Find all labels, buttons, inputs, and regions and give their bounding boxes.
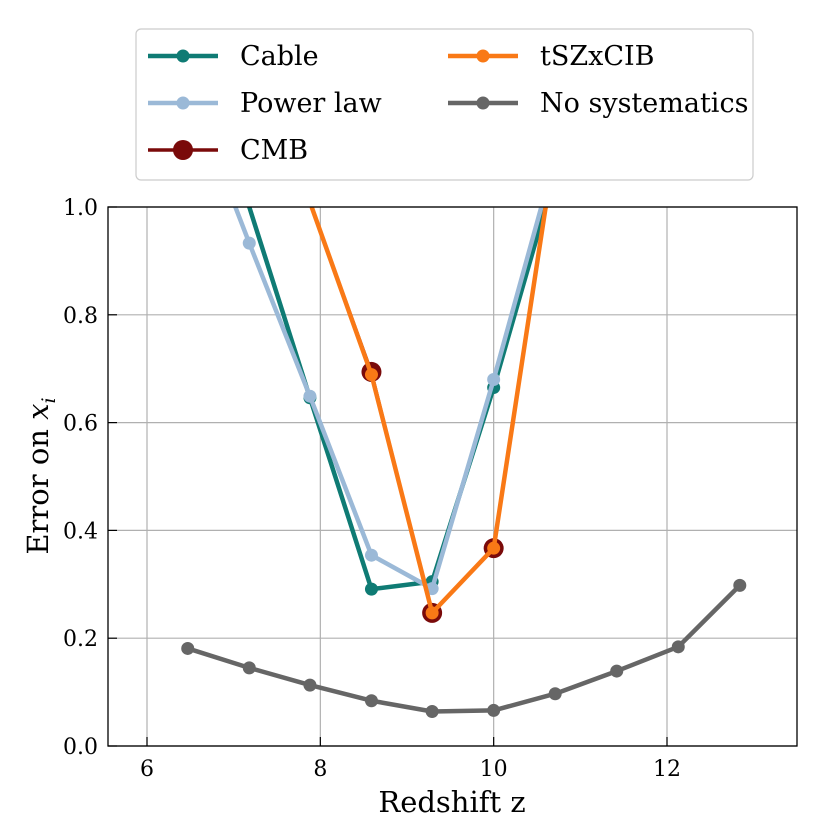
plot-frame: [107, 206, 798, 747]
legend-item-tszxcib: tSZxCIB: [448, 41, 655, 72]
y-tick-label: 0.8: [63, 304, 98, 329]
y-tick-label: 0.2: [63, 627, 98, 652]
legend-item-no-systematics: No systematics: [448, 88, 748, 119]
grid: [108, 206, 797, 747]
y-axis-label-sub: i: [38, 397, 60, 403]
x-axis-label: Redshift z: [378, 785, 525, 819]
x-tick-label: 8: [313, 757, 327, 782]
data-point-no-systematics: [733, 578, 747, 592]
legend-item-cable: Cable: [148, 41, 319, 72]
y-tick-label: 0.4: [63, 519, 98, 544]
data-point-tszxcib: [487, 541, 501, 555]
legend-label-power-law: Power law: [240, 88, 382, 119]
data-point-no-systematics: [181, 641, 195, 655]
y-axis-label-prefix: Error on: [21, 420, 55, 555]
x-tick-label: 12: [653, 757, 681, 782]
legend-label-no-systematics: No systematics: [540, 88, 748, 119]
x-tick-label: 10: [480, 757, 508, 782]
data-point-power-law: [242, 236, 256, 250]
series-cmb: [310, 207, 548, 623]
series-tszxcib: [309, 207, 548, 620]
data-point-no-systematics: [610, 664, 624, 678]
legend-frame: [135, 28, 754, 181]
data-point-no-systematics: [487, 703, 501, 717]
data-point-no-systematics: [303, 678, 317, 692]
legend-marker-cmb: [173, 140, 193, 160]
y-axis-label-var: x: [21, 403, 55, 419]
data-point-no-systematics: [242, 661, 256, 675]
series-line-no-systematics: [187, 583, 742, 714]
data-point-power-law: [303, 389, 317, 403]
data-point-power-law: [487, 372, 501, 386]
legend-item-power-law: Power law: [148, 88, 382, 119]
legend-marker-cable: [176, 49, 190, 63]
series-line-cmb: [310, 207, 548, 615]
data-point-power-law: [364, 548, 378, 562]
legend-marker-power-law: [176, 96, 190, 110]
legend: Cable Power law CMB tSZxCIB No systematics: [148, 41, 748, 166]
y-tick-label: 1.0: [63, 196, 98, 221]
data-point-cable: [364, 582, 378, 596]
x-tick-label: 6: [140, 757, 154, 782]
series-power-law: [232, 207, 544, 596]
ticks: 6 8 10 12 0.0 0.2 0.4 0.6 0.8 1.0: [63, 196, 681, 782]
legend-label-cmb: CMB: [240, 135, 308, 166]
data-point-no-systematics: [671, 640, 685, 654]
data-point-tszxcib: [364, 368, 378, 382]
y-tick-label: 0.0: [63, 735, 98, 760]
data-point-no-systematics: [425, 705, 439, 719]
series-layer: [181, 207, 747, 719]
legend-label-tszxcib: tSZxCIB: [540, 41, 655, 72]
data-point-no-systematics: [548, 687, 562, 701]
data-point-no-systematics: [364, 694, 378, 708]
series-line-tszxcib: [309, 207, 548, 616]
legend-item-cmb: CMB: [148, 135, 308, 166]
y-axis-label: Error on xi: [21, 397, 60, 554]
legend-label-cable: Cable: [240, 41, 319, 72]
legend-marker-tszxcib: [476, 49, 490, 63]
y-tick-label: 0.6: [63, 412, 98, 437]
series-no-systematics: [181, 578, 747, 719]
legend-marker-no-systematics: [476, 96, 490, 110]
data-point-tszxcib: [425, 606, 439, 620]
